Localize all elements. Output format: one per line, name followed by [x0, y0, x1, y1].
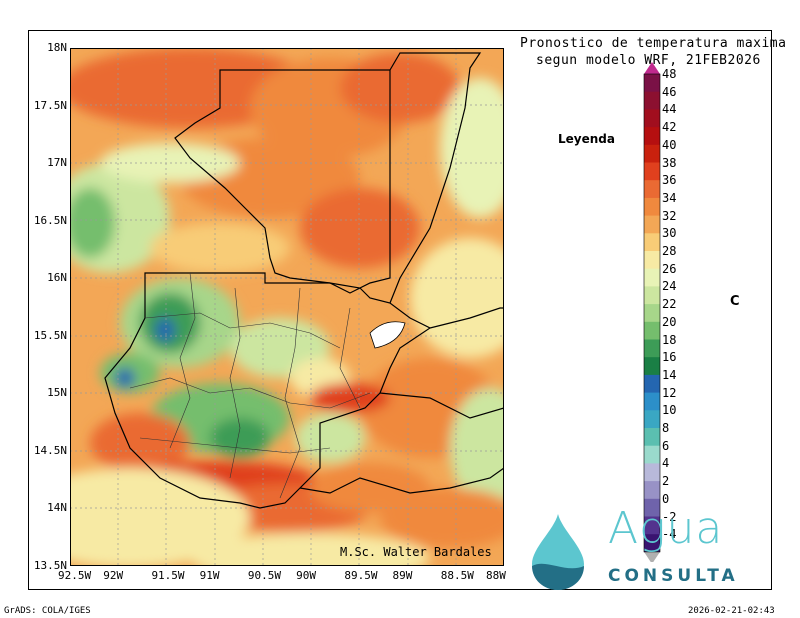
colorbar-level-label: 38 [662, 155, 677, 170]
colorbar-swatch [644, 498, 660, 517]
colorbar-swatch [644, 251, 660, 270]
colorbar-swatch [644, 180, 660, 199]
colorbar-swatch [644, 304, 660, 323]
colorbar-swatch [644, 144, 660, 163]
graticule [70, 48, 504, 566]
map-title-line2: segun modelo WRF, 21FEB2026 [536, 53, 761, 68]
colorbar-swatch [644, 215, 660, 234]
colorbar-swatch [644, 516, 660, 535]
colorbar-swatch [644, 286, 660, 305]
colorbar-swatch [644, 321, 660, 340]
colorbar-level-label: 6 [662, 438, 670, 453]
latitude-tick-label: 13.5N [33, 559, 67, 572]
latitude-tick-label: 16N [47, 271, 67, 285]
map-title-line1: Pronostico de temperatura maxima [520, 36, 787, 51]
colorbar-swatch [644, 481, 660, 500]
colorbar-level-label: 46 [662, 84, 677, 99]
latitude-tick-label: 14.5N [33, 443, 67, 457]
colorbar [643, 62, 661, 562]
author-credit: M.Sc. Walter Bardales [340, 545, 492, 559]
latitude-tick-label: 14N [47, 501, 67, 515]
logo-word-agua: Agua [608, 503, 724, 554]
colorbar-top-arrow [644, 62, 660, 74]
legend-unit: C [730, 294, 740, 309]
colorbar-level-label: 28 [662, 244, 677, 258]
colorbar-level-label: 30 [662, 226, 677, 241]
longitude-tick-label: 90.5W [247, 569, 281, 582]
colorbar-swatch [644, 233, 660, 252]
latitude-tick-label: 15N [47, 386, 67, 400]
department-borders [129, 272, 371, 499]
colorbar-level-label: 40 [662, 137, 677, 152]
colorbar-swatch [644, 463, 660, 482]
colorbar-swatch [644, 91, 660, 110]
logo-word-consulta: CONSULTA [608, 566, 739, 586]
colorbar-swatch [644, 534, 660, 553]
colorbar-level-label: 8 [662, 421, 670, 435]
colorbar-level-label: 32 [662, 208, 677, 223]
latitude-tick-label: 18N [47, 41, 67, 54]
colorbar-level-label: 4 [662, 456, 670, 471]
longitude-tick-label: 88.5W [440, 569, 474, 582]
longitude-tick-label: 90W [296, 569, 316, 582]
figure-frame [28, 30, 772, 590]
colorbar-level-label: 24 [662, 279, 677, 294]
colorbar-swatch [644, 445, 660, 464]
latitude-tick-label: 17N [47, 156, 67, 170]
colorbar-level-label: 34 [662, 190, 677, 205]
colorbar-level-label: 16 [662, 350, 677, 365]
lake-izabal [369, 321, 406, 349]
latitude-tick-label: 17.5N [33, 98, 67, 112]
colorbar-swatch [644, 197, 660, 217]
longitude-tick-label: 89.5W [344, 569, 378, 582]
longitude-tick-label: 91.5W [151, 569, 185, 582]
longitude-tick-label: 92.5W [58, 569, 92, 582]
colorbar-swatch [644, 268, 660, 287]
longitude-tick-label: 92W [103, 569, 124, 582]
footer-left: GrADS: COLA/IGES [4, 606, 91, 616]
temperature-map [70, 48, 504, 566]
colorbar-level-label: 26 [662, 261, 677, 276]
latitude-tick-label: 15.5N [33, 328, 67, 342]
colorbar-level-label: 20 [662, 314, 677, 329]
colorbar-swatch [644, 127, 660, 146]
colorbar-swatch [644, 410, 660, 429]
colorbar-level-label: 42 [662, 120, 677, 135]
colorbar-level-label: -2 [662, 509, 677, 524]
colorbar-swatch [644, 357, 660, 376]
water-drop-logo-icon [532, 514, 584, 590]
colorbar-level-label: 44 [662, 102, 677, 117]
colorbar-level-label: 48 [662, 67, 677, 81]
colorbar-swatch [644, 374, 660, 394]
colorbar-swatch [644, 428, 660, 447]
country-borders [104, 52, 504, 509]
longitude-tick-label: 89W [392, 569, 413, 582]
legend-title: Leyenda [558, 132, 615, 146]
colorbar-swatch [644, 109, 660, 128]
colorbar-level-label: 22 [662, 297, 677, 312]
colorbar-level-label: 36 [662, 173, 677, 188]
colorbar-level-label: 2 [662, 474, 670, 489]
latitude-tick-label: 16.5N [33, 213, 67, 227]
colorbar-swatch [644, 339, 660, 358]
colorbar-level-label: 0 [662, 491, 670, 506]
colorbar-level-label: 12 [662, 385, 677, 400]
colorbar-level-label: 14 [662, 367, 677, 382]
colorbar-swatch [644, 74, 660, 93]
colorbar-swatch [644, 392, 660, 411]
footer-right: 2026-02-21-02:43 [688, 606, 775, 616]
longitude-tick-label: 88W [486, 569, 506, 582]
colorbar-swatch [644, 162, 660, 181]
colorbar-level-label: -4 [662, 527, 677, 542]
colorbar-bottom-arrow [644, 551, 660, 562]
colorbar-level-label: 18 [662, 332, 677, 347]
longitude-tick-label: 91W [199, 569, 220, 582]
colorbar-level-label: 10 [662, 403, 677, 418]
